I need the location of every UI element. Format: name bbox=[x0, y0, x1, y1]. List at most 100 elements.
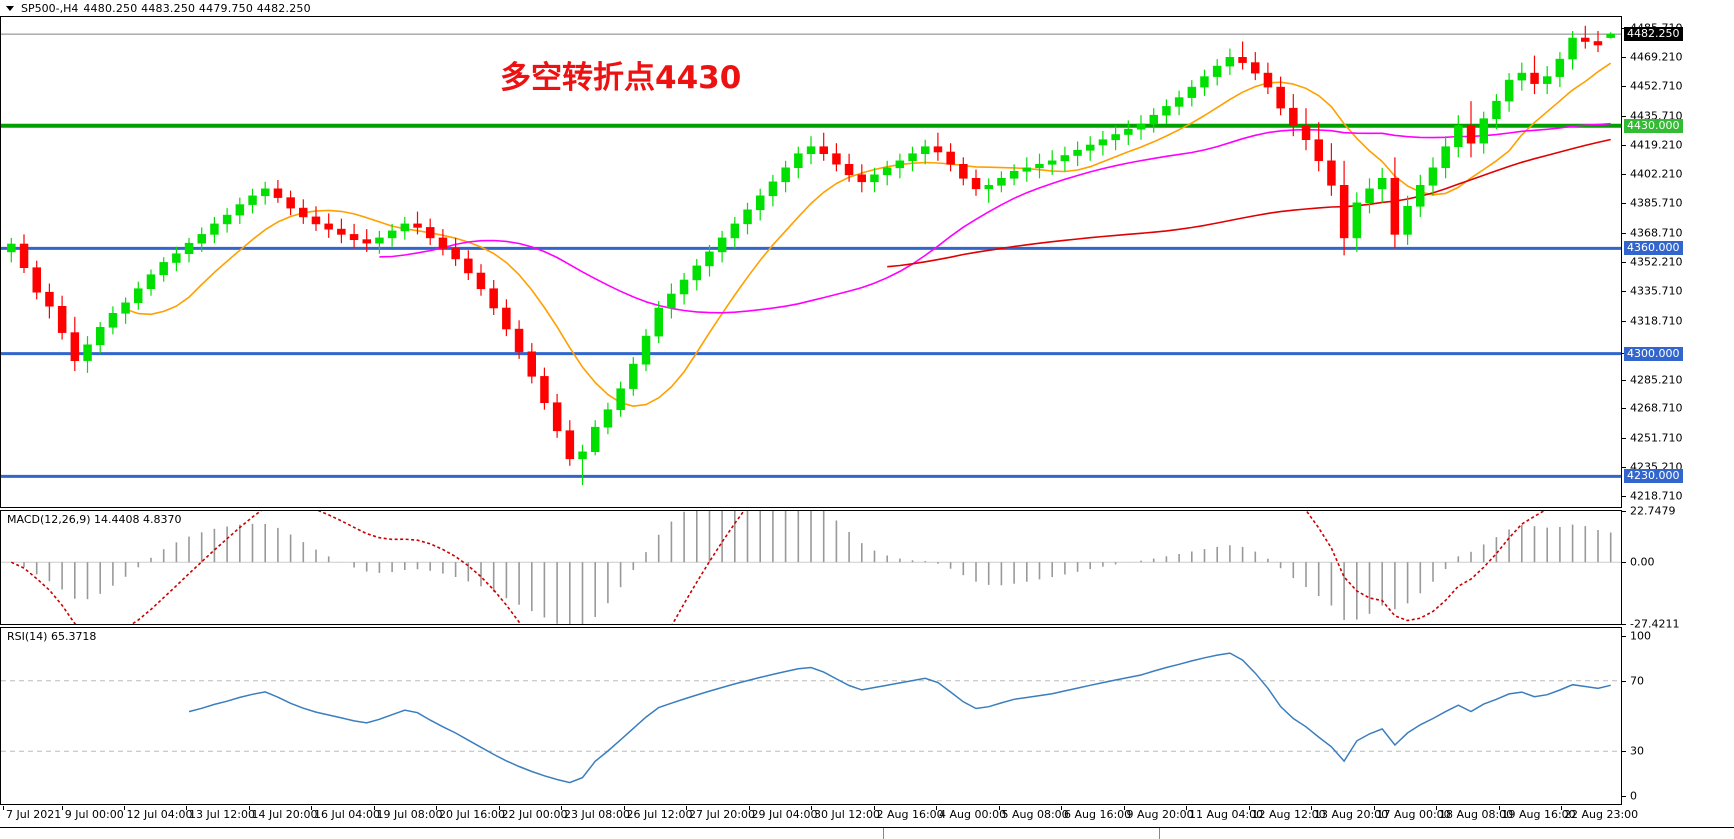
price-tick-mark bbox=[1622, 496, 1626, 498]
candle-body bbox=[1187, 86, 1197, 98]
time-tick-label: 14 Jul 20:00 bbox=[251, 808, 318, 821]
rsi-indicator-pane[interactable]: RSI(14) 65.3718 bbox=[0, 627, 1622, 805]
time-tick-label: 29 Jul 04:00 bbox=[751, 808, 818, 821]
candle-body bbox=[1276, 86, 1285, 109]
candle-body bbox=[654, 307, 663, 337]
candle-body bbox=[984, 185, 993, 190]
time-tick-mark bbox=[748, 806, 750, 810]
candle-body bbox=[1492, 100, 1501, 119]
rsi-canvas bbox=[1, 652, 1621, 784]
price-tick-mark bbox=[1622, 144, 1626, 146]
candle-body bbox=[1339, 185, 1349, 239]
candle-body bbox=[1352, 202, 1362, 239]
macd-indicator-pane[interactable]: MACD(12,26,9) 14.4408 4.8370 bbox=[0, 510, 1622, 625]
price-tick-label: 4469.210 bbox=[1630, 50, 1683, 64]
candle-body bbox=[603, 409, 613, 428]
price-scale[interactable]: 4485.7104469.2104452.7104435.7104419.210… bbox=[1622, 16, 1732, 508]
time-tick-label: 9 Jul 00:00 bbox=[64, 808, 124, 821]
candle-body bbox=[476, 272, 486, 290]
price-tick-label: 4452.710 bbox=[1630, 79, 1683, 93]
ma-mid-line bbox=[379, 122, 1611, 314]
time-tick-label: 20 Jul 16:00 bbox=[439, 808, 505, 821]
time-tick-label: 11 Aug 04:00 bbox=[1189, 808, 1264, 821]
time-tick-label: 19 Jul 08:00 bbox=[376, 808, 443, 821]
macd-scale: 22.7479 0.00 -27.4211 bbox=[1622, 505, 1732, 631]
candle-body bbox=[438, 237, 448, 249]
price-tick-mark bbox=[1622, 408, 1626, 410]
time-tick-mark bbox=[186, 806, 187, 810]
candle-body bbox=[1593, 41, 1603, 46]
price-chart-pane[interactable] bbox=[0, 16, 1622, 508]
price-tick-label: 4218.710 bbox=[1630, 489, 1683, 503]
price-tick-label: 4385.710 bbox=[1630, 196, 1683, 210]
price-level-tag-4230.000[interactable]: 4230.000 bbox=[1624, 469, 1683, 484]
time-tick-mark bbox=[561, 806, 562, 810]
candle-body bbox=[1555, 58, 1565, 77]
chart-annotation-text: 多空转折点4430 bbox=[500, 60, 742, 96]
candle-body bbox=[667, 293, 676, 309]
time-tick-label: 6 Aug 16:00 bbox=[1064, 808, 1132, 821]
symbol-info-bar: SP500-,H4 4480.250 4483.250 4479.750 448… bbox=[0, 0, 1734, 16]
candle-body bbox=[1327, 160, 1336, 186]
candle-body bbox=[857, 174, 866, 183]
candle-body bbox=[578, 451, 587, 460]
candle-body bbox=[768, 181, 778, 197]
price-level-tag-4360.000[interactable]: 4360.000 bbox=[1624, 241, 1683, 256]
candlestick-series bbox=[7, 25, 1615, 486]
time-tick-mark bbox=[936, 806, 937, 810]
candle-body bbox=[844, 164, 854, 176]
candle-body bbox=[1581, 37, 1590, 42]
candle-body bbox=[260, 188, 270, 197]
candle-body bbox=[540, 376, 549, 403]
price-level-tag-4430.000[interactable]: 4430.000 bbox=[1624, 118, 1683, 133]
candle-body bbox=[629, 363, 638, 389]
macd-tick-mark bbox=[1622, 511, 1626, 512]
rsi-tick-label: 70 bbox=[1630, 674, 1644, 688]
candle-body bbox=[527, 351, 536, 377]
symbol-label: SP500-,H4 bbox=[21, 1, 79, 15]
candle-body bbox=[1111, 134, 1120, 141]
candle-body bbox=[1479, 118, 1489, 144]
triangle-down-icon[interactable] bbox=[6, 5, 14, 11]
candle-body bbox=[679, 279, 689, 295]
ma-slow-line bbox=[887, 138, 1611, 268]
time-tick-label: 22 Aug 23:00 bbox=[1564, 808, 1639, 821]
macd-canvas bbox=[1, 511, 1621, 624]
time-axis[interactable]: 7 Jul 2021 9 Jul 00:00 12 Jul 04:00 13 Jul … bbox=[0, 806, 1638, 822]
time-tick-mark bbox=[1373, 806, 1375, 810]
candle-body bbox=[1212, 65, 1222, 77]
candle-body bbox=[1466, 125, 1476, 144]
time-tick-label: 2 Aug 16:00 bbox=[876, 808, 944, 821]
candle-body bbox=[83, 344, 92, 361]
price-tick-label: 4419.210 bbox=[1630, 138, 1683, 152]
candle-body bbox=[1251, 62, 1260, 74]
time-tick-mark bbox=[686, 806, 687, 810]
candle-body bbox=[1225, 56, 1235, 67]
candle-body bbox=[375, 237, 384, 244]
candle-body bbox=[1162, 106, 1171, 116]
time-tick-mark bbox=[123, 806, 125, 810]
rsi-tick-mark bbox=[1622, 796, 1626, 797]
rsi-tick-label: 100 bbox=[1630, 629, 1651, 643]
candle-body bbox=[717, 237, 727, 253]
candle-body bbox=[743, 209, 752, 225]
time-tick-mark bbox=[1123, 806, 1125, 810]
candle-body bbox=[197, 234, 207, 244]
rsi-tick-mark bbox=[1622, 680, 1626, 682]
time-tick-label: 7 Jul 2021 bbox=[6, 808, 62, 821]
candle-body bbox=[172, 253, 181, 263]
candle-body bbox=[146, 274, 156, 290]
taskbar bbox=[0, 827, 1734, 839]
time-tick-label: 12 Jul 04:00 bbox=[126, 808, 193, 821]
candle-body bbox=[425, 227, 435, 239]
time-tick-mark bbox=[1061, 806, 1062, 810]
taskbar-segment-1 bbox=[0, 828, 884, 839]
candle-body bbox=[514, 328, 524, 353]
macd-label: MACD(12,26,9) 14.4408 4.8370 bbox=[7, 513, 182, 526]
candle-body bbox=[298, 207, 308, 218]
price-level-tag-4300.000[interactable]: 4300.000 bbox=[1624, 346, 1683, 361]
candle-body bbox=[832, 153, 841, 165]
candle-body bbox=[870, 174, 879, 183]
price-tick-label: 4318.710 bbox=[1630, 314, 1683, 328]
candle-body bbox=[1073, 149, 1082, 156]
